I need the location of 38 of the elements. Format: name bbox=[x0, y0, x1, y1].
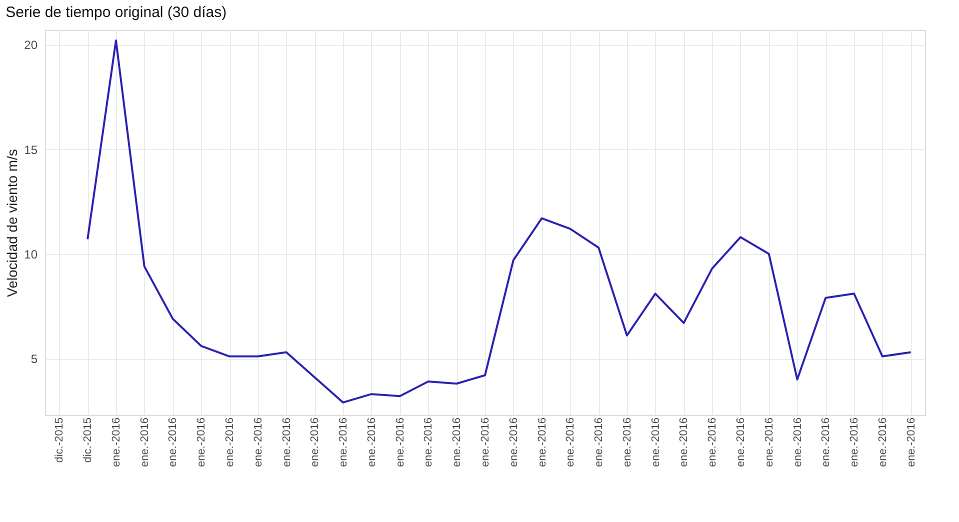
y-tick-label: 20 bbox=[24, 38, 38, 52]
x-tick-label: ene.-2016 bbox=[905, 418, 918, 468]
x-tick-label: ene.-2016 bbox=[564, 418, 577, 468]
x-tick-label: ene.-2016 bbox=[224, 418, 236, 468]
x-tick-label: ene.-2016 bbox=[252, 418, 264, 468]
x-tick-label: ene.-2016 bbox=[876, 418, 889, 468]
x-tick-label: ene.-2016 bbox=[848, 418, 861, 468]
x-tick-label: ene.-2016 bbox=[763, 418, 776, 468]
x-tick-label: ene.-2016 bbox=[678, 418, 690, 468]
x-tick-label: ene.-2016 bbox=[792, 418, 804, 468]
x-tick-label: dic.-2015 bbox=[82, 418, 94, 463]
x-tick-label: ene.-2016 bbox=[394, 418, 406, 468]
x-tick-label: ene.-2016 bbox=[110, 418, 122, 468]
x-tick-label: ene.-2016 bbox=[706, 418, 719, 468]
x-tick-label: ene.-2016 bbox=[138, 418, 151, 468]
x-tick-label: ene.-2016 bbox=[820, 418, 832, 468]
x-tick-label: ene.-2016 bbox=[196, 418, 208, 468]
y-axis-title: Velocidad de viento m/s bbox=[4, 149, 20, 297]
x-tick-label: ene.-2016 bbox=[309, 418, 322, 468]
x-tick-label: dic.-2015 bbox=[54, 418, 66, 463]
x-tick-label: ene.-2016 bbox=[593, 418, 606, 468]
x-tick-label: ene.-2016 bbox=[508, 418, 520, 468]
x-tick-label: ene.-2016 bbox=[650, 418, 662, 468]
x-tick-label: ene.-2016 bbox=[536, 418, 548, 468]
x-tick-label: ene.-2016 bbox=[480, 418, 492, 468]
x-tick-label: ene.-2016 bbox=[621, 418, 634, 468]
x-tick-label: ene.-2016 bbox=[734, 418, 747, 468]
x-tick-label: ene.-2016 bbox=[422, 418, 435, 468]
chart-title: Serie de tiempo original (30 días) bbox=[6, 4, 227, 21]
y-tick-label: 15 bbox=[24, 142, 38, 157]
x-tick-label: ene.-2016 bbox=[366, 418, 378, 468]
x-tick-label: ene.-2016 bbox=[338, 418, 350, 468]
x-tick-label: ene.-2016 bbox=[167, 418, 180, 468]
x-tick-label: ene.-2016 bbox=[280, 418, 293, 468]
x-tick-label: ene.-2016 bbox=[451, 418, 464, 468]
line-series bbox=[86, 39, 912, 404]
y-tick-label: 10 bbox=[24, 247, 38, 262]
y-tick-label: 5 bbox=[30, 352, 38, 366]
